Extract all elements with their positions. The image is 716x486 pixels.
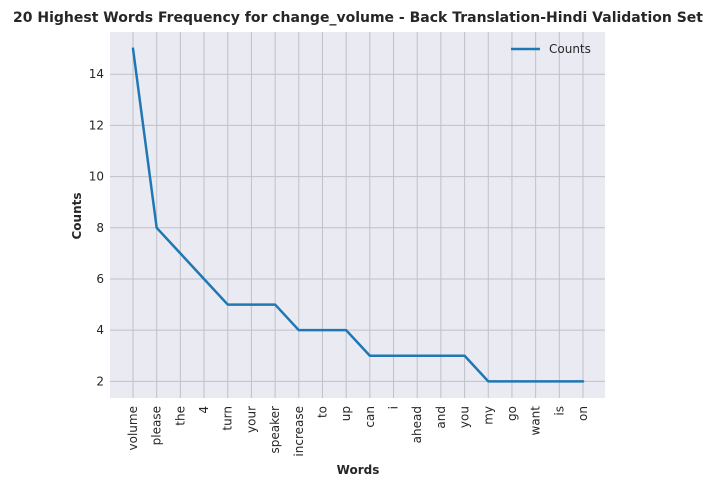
x-tick-label: can <box>363 406 377 428</box>
x-tick-label: on <box>576 406 590 421</box>
x-gridlines <box>132 32 584 398</box>
plot-area <box>110 32 605 398</box>
legend: Counts <box>511 42 591 56</box>
x-tick-label: and <box>434 406 448 429</box>
x-tick-label: 4 <box>197 406 211 414</box>
y-gridlines <box>110 73 605 382</box>
y-tick-label: 12 <box>89 118 104 132</box>
x-tick-label: go <box>505 406 519 421</box>
x-tick-label: up <box>339 406 353 421</box>
x-tick-label: i <box>387 406 401 409</box>
y-tick-label: 2 <box>96 374 104 388</box>
x-tick-label: please <box>150 406 164 445</box>
x-tick-label: volume <box>126 406 140 450</box>
x-tick-label: want <box>529 406 543 436</box>
y-tick-label: 6 <box>96 272 104 286</box>
x-tick-label: is <box>552 406 566 416</box>
x-tick-labels: volume please the 4 turn your speaker increase t… <box>126 406 590 457</box>
x-tick-label: the <box>173 406 187 426</box>
y-tick-label: 10 <box>89 170 104 184</box>
y-tick-label: 14 <box>89 67 104 81</box>
y-tick-label: 4 <box>96 323 104 337</box>
x-axis-label: Words <box>337 463 380 477</box>
x-tick-label: ahead <box>410 406 424 443</box>
series-line-counts <box>131 47 585 383</box>
x-tick-label: to <box>315 406 329 418</box>
chart-title: 20 Highest Words Frequency for change_vo… <box>13 10 703 26</box>
x-tick-label: turn <box>221 406 235 431</box>
legend-label: Counts <box>549 42 591 56</box>
series-lines <box>131 47 585 383</box>
x-tick-label: your <box>244 406 258 433</box>
x-tick-label: speaker <box>268 406 282 454</box>
y-tick-label: 8 <box>96 221 104 235</box>
y-axis-label: Counts <box>70 192 84 239</box>
x-tick-label: increase <box>292 406 306 457</box>
x-tick-label: you <box>458 406 472 428</box>
x-tick-label: my <box>481 406 495 425</box>
y-tick-labels: 2 4 6 8 10 12 14 <box>89 67 104 388</box>
